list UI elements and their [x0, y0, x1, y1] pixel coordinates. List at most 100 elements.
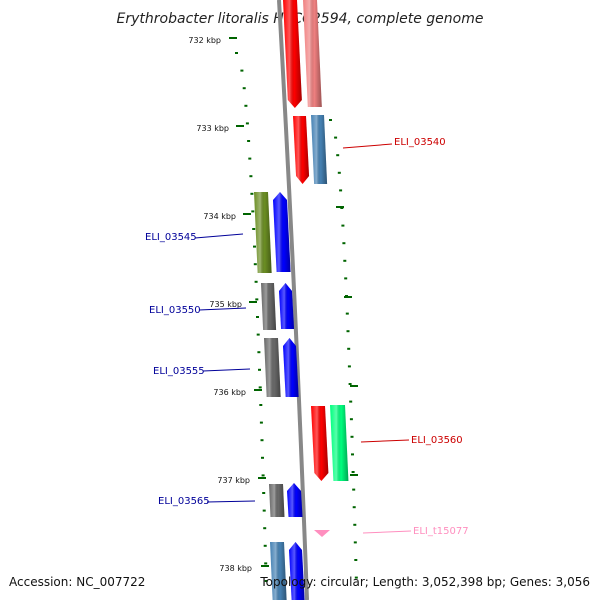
ruler-dot-right: [334, 136, 338, 139]
gene-label-eli-03560[interactable]: ELI_03560: [411, 435, 463, 446]
tick-label: 736 kbp: [213, 388, 246, 397]
map-title: Erythrobacter litoralis HTCC2594, comple…: [117, 11, 484, 27]
ruler-dot-right: [352, 506, 356, 509]
gene-label-line-eli-t15077: [362, 530, 412, 534]
ruler-dot-right: [341, 224, 345, 227]
ruler-dot-right: [329, 119, 332, 121]
gene-label-line-eli-03555: [202, 368, 251, 372]
ruler-dot-right: [344, 277, 348, 280]
gene-block-eli-03560-red-shading: [311, 406, 329, 481]
ruler-dot-right: [350, 435, 354, 438]
ruler-dot-left: [261, 474, 265, 477]
tick-label: 737 kbp: [217, 476, 250, 485]
gene-block-eli-03545-olive-shading: [254, 192, 272, 273]
gene-block-eli-03540-red-shading: [293, 116, 310, 184]
topology-text: Topology: circular; Length: 3,052,398 bp…: [259, 575, 590, 589]
ruler-dot-left: [253, 245, 256, 248]
gene-label-eli-03550[interactable]: ELI_03550: [149, 305, 201, 316]
gene-block-eli-03545-blue-shading: [273, 192, 291, 272]
ruler-dot-right: [342, 242, 346, 245]
accession-text: Accession: NC_007722: [9, 575, 145, 589]
tick-label: 735 kbp: [209, 300, 242, 309]
ruler-dot-left: [264, 562, 268, 565]
ruler-dot-right: [353, 541, 357, 544]
gene-block-bottom-blue-shading: [289, 542, 305, 600]
gene-label-line-eli-03550: [198, 307, 247, 311]
ruler-dot-right: [347, 347, 351, 350]
ruler-dot-right: [336, 154, 340, 157]
ruler-dot-left: [251, 210, 255, 213]
gene-block-lightred-top-shading: [303, 0, 322, 107]
gene-label-line-eli-03565: [206, 500, 256, 503]
gene-label-eli-03540[interactable]: ELI_03540: [394, 137, 446, 148]
ruler-dot-left: [248, 157, 252, 160]
gene-label-eli-03555[interactable]: ELI_03555: [153, 366, 205, 377]
genome-backbone: [277, 0, 309, 600]
gene-features: [254, 0, 349, 600]
ruler-dot-right: [349, 418, 353, 421]
gene-block-eli-03540-steelblue-shading: [311, 115, 328, 184]
gene-labels: ELI_03540 ELI_03545 ELI_03550 ELI_03555 …: [145, 137, 469, 537]
ruler-dot-left: [262, 509, 266, 512]
ruler-dot-right: [348, 383, 352, 385]
ruler-dot-right: [354, 559, 358, 561]
ruler-dot-right: [353, 523, 357, 526]
ruler-dot-left: [260, 439, 264, 442]
ruler-dots: [235, 52, 358, 582]
ruler-dot-left: [259, 404, 263, 406]
gene-block-eli-03565-blue-shading: [287, 483, 303, 517]
ruler-dot-left: [247, 140, 251, 142]
ruler-dot-left: [256, 316, 259, 318]
ruler-tick-labels: 732 kbp 733 kbp 734 kbp 735 kbp 736 kbp …: [188, 36, 252, 573]
gene-block-eli-03555-gray-shading: [264, 338, 281, 397]
gene-label-eli-03565[interactable]: ELI_03565: [158, 496, 210, 507]
gene-block-red-top-shading: [283, 0, 302, 108]
tick-label: 733 kbp: [196, 124, 229, 133]
ruler-dot-left: [263, 544, 267, 547]
ruler-dot-left: [253, 263, 257, 266]
ruler-dot-left: [262, 492, 266, 494]
gene-block-eli-t15077-trna[interactable]: [314, 530, 330, 537]
ruler-dot-left: [254, 280, 258, 283]
ruler-dot-left: [264, 580, 268, 582]
gene-block-eli-03560-green-shading: [330, 405, 349, 481]
gene-label-line-eli-03545: [194, 233, 244, 239]
ruler-dot-left: [244, 104, 248, 107]
ruler-dot-left: [259, 421, 263, 424]
gene-label-line-eli-03560: [360, 439, 410, 443]
ruler-dot-right: [347, 365, 351, 368]
ruler-dot-right: [349, 400, 353, 403]
tick-label: 732 kbp: [188, 36, 221, 45]
ruler-ticks: [229, 37, 358, 567]
ruler-dot-left: [249, 175, 253, 178]
ruler-dot-left: [240, 69, 244, 72]
ruler-dot-right: [339, 189, 343, 192]
ruler-dot-left: [235, 52, 238, 54]
ruler-dot-right: [346, 330, 350, 333]
ruler-dot-left: [245, 122, 249, 125]
gene-block-eli-03550-blue-shading: [279, 283, 295, 329]
ruler-dot-right: [352, 488, 356, 491]
gene-label-line-eli-03540: [342, 143, 393, 149]
ruler-dot-left: [252, 228, 256, 230]
ruler-dot-left: [257, 351, 261, 354]
ruler-dot-right: [337, 171, 341, 174]
ruler-dot-left: [255, 298, 259, 301]
gene-label-eli-t15077[interactable]: ELI_t15077: [413, 526, 469, 537]
ruler-dot-left: [250, 192, 254, 195]
ruler-dot-left: [261, 456, 264, 459]
gene-label-lines: [194, 143, 412, 534]
tick-label: 734 kbp: [203, 212, 236, 221]
ruler-dot-right: [345, 312, 349, 315]
ruler-dot-right: [354, 576, 358, 579]
gene-label-eli-03545[interactable]: ELI_03545: [145, 232, 197, 243]
ruler-dot-right: [351, 471, 355, 473]
gene-block-eli-03565-gray-shading: [269, 484, 285, 517]
ruler-dot-left: [258, 368, 261, 371]
gene-block-eli-03555-blue-shading: [283, 338, 299, 397]
gene-block-bottom-steelblue-shading: [270, 542, 287, 600]
ruler-dot-right: [351, 453, 354, 456]
ruler-dot-left: [256, 333, 260, 336]
tick-label: 738 kbp: [219, 564, 252, 573]
